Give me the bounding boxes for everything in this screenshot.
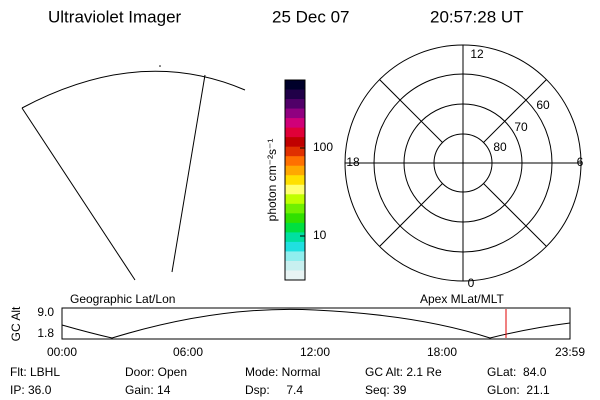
plot-title: Apex MLat/MLT (420, 292, 504, 306)
plot-title: Geographic Lat/Lon (70, 292, 175, 306)
frame-edge (171, 74, 206, 273)
y-axis-label: GC Alt (9, 306, 23, 341)
info-field: GC Alt: 2.1 Re (365, 365, 442, 379)
colorbar-border (284, 79, 306, 281)
colorbar-segment (285, 270, 305, 281)
colorbar-segment (285, 89, 305, 100)
colorbar-segment (285, 99, 305, 110)
x-tick-label: 23:59 (555, 345, 585, 359)
colorbar-tick-label: 100 (313, 140, 333, 154)
mlt-label: 12 (470, 47, 484, 61)
x-tick-label: 00:00 (47, 345, 77, 359)
polar-diagonal (483, 79, 547, 143)
colorbar-segment (285, 222, 305, 233)
colorbar-segment (285, 127, 305, 138)
polar-diagonal (483, 183, 547, 247)
image-frame (21, 65, 246, 281)
info-field: Gain: 14 (125, 383, 171, 397)
polar-grid (344, 44, 582, 282)
lat-label: 70 (514, 120, 528, 134)
x-tick-label: 06:00 (173, 345, 203, 359)
polar-diagonal (379, 79, 443, 143)
date: 25 Dec 07 (272, 7, 350, 26)
info-panel: Flt: LBHL Door: Open Mode: Normal GC Alt: 2… (10, 365, 550, 397)
info-field: GLat: 84.0 (487, 365, 547, 379)
colorbar-segment (285, 260, 305, 271)
altitude-curve (61, 308, 571, 339)
lat-label: 60 (536, 98, 550, 112)
info-field: Door: Open (125, 365, 187, 379)
info-field: Flt: LBHL (10, 365, 60, 379)
frame-arc (21, 70, 246, 109)
colorbar-segment (285, 194, 305, 205)
colorbar-segment (285, 118, 305, 129)
colorbar-segment (285, 203, 305, 214)
time: 20:57:28 UT (430, 7, 524, 26)
x-tick-label: 12:00 (300, 345, 330, 359)
colorbar-segment (285, 213, 305, 224)
colorbar-segment (285, 241, 305, 252)
y-tick-label: 9.0 (37, 305, 54, 319)
colorbar-segment (285, 137, 305, 148)
mlt-label: 18 (346, 155, 360, 169)
polar-diagonal (379, 183, 443, 247)
info-field: Dsp: 7.4 (245, 383, 303, 397)
colorbar-segment (285, 232, 305, 243)
y-tick-label: 1.8 (37, 326, 54, 340)
info-field: IP: 36.0 (10, 383, 52, 397)
colorbar (285, 80, 305, 281)
info-field: Mode: Normal (245, 365, 320, 379)
frame-edge (21, 107, 136, 281)
colorbar-segment (285, 251, 305, 262)
mlt-label: 0 (468, 276, 475, 290)
colorbar-label: photon cm⁻²s⁻¹ (265, 139, 279, 222)
colorbar-segment (285, 156, 305, 167)
frame-dot (159, 65, 161, 67)
colorbar-segment (285, 184, 305, 195)
x-tick-label: 18:00 (427, 345, 457, 359)
colorbar-segment (285, 146, 305, 157)
colorbar-segment (285, 165, 305, 176)
info-field: Seq: 39 (365, 383, 407, 397)
mlt-label: 6 (577, 155, 584, 169)
colorbar-segment (285, 175, 305, 186)
colorbar-tick-label: 10 (313, 228, 327, 242)
lat-label: 80 (493, 140, 507, 154)
info-field: GLon: 21.1 (487, 383, 550, 397)
title: Ultraviolet Imager (48, 7, 182, 26)
colorbar-segment (285, 80, 305, 91)
colorbar-segment (285, 108, 305, 119)
